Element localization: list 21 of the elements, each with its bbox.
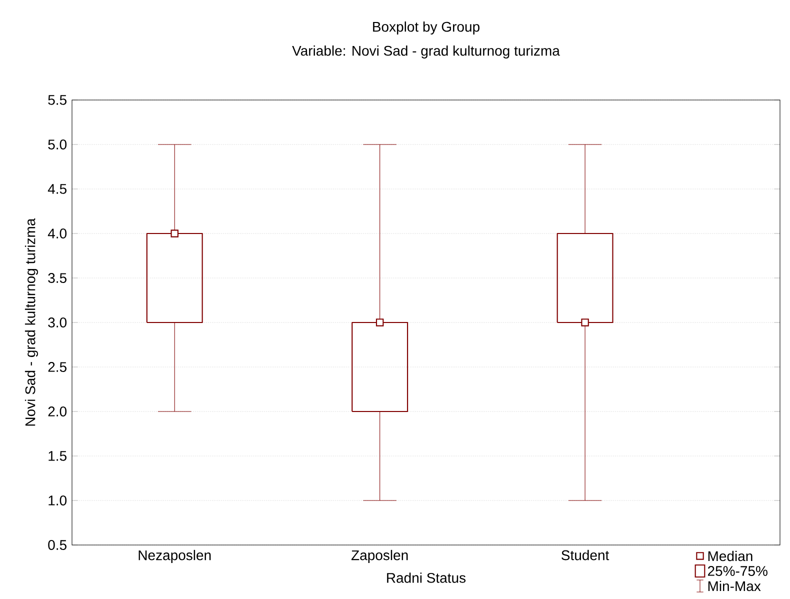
x-axis-title: Radni Status xyxy=(387,572,466,583)
x-tick-label: Student xyxy=(562,550,610,560)
y-tick-label: 2.0 xyxy=(48,406,67,416)
y-tick-label: 4.5 xyxy=(48,184,66,194)
y-tick-label: 0.5 xyxy=(48,540,66,550)
y-tick-label: 5.5 xyxy=(48,95,66,105)
text: Median xyxy=(708,550,752,562)
chart-title: Boxplot by Group xyxy=(373,21,480,35)
x-tick-label: Zaposlen xyxy=(351,550,408,563)
y-tick-label: 3.5 xyxy=(48,273,66,283)
x-tick-label: Nezaposlen xyxy=(138,550,211,563)
y-tick-label: 2.5 xyxy=(48,362,66,372)
text: Min-Max xyxy=(708,580,761,592)
y-tick-label: 3.0 xyxy=(48,318,67,328)
y-tick-label: 1.5 xyxy=(48,451,66,461)
y-tick-label: 5.0 xyxy=(48,140,67,150)
text: 25%-75% xyxy=(708,566,768,576)
y-tick-label: 1.0 xyxy=(48,496,67,506)
y-axis-title: Novi Sad - grad kulturnog turizma xyxy=(24,218,38,426)
chart-subtitle: Variable: Novi Sad - grad kulturnog turizma xyxy=(292,45,560,59)
y-tick-label: 4.0 xyxy=(48,228,67,238)
